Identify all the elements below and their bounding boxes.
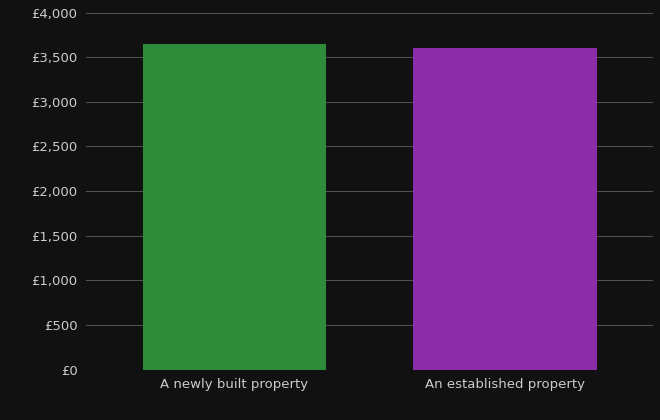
Bar [143, 44, 326, 370]
Bar [413, 48, 597, 370]
